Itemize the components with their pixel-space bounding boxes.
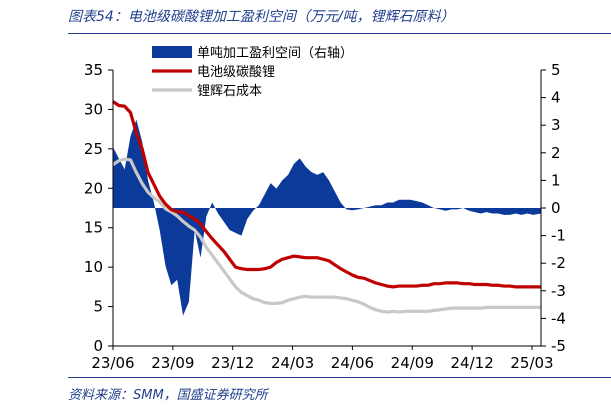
y-left-tick-label: 0	[93, 337, 103, 355]
y-right-tick-label: -3	[551, 282, 566, 300]
x-tick-label: 23/12	[211, 354, 254, 372]
y-left-tick-label: 15	[84, 219, 103, 237]
axis-layer: 0 5 10 15 20 25 30 35 -5 -4 -3 -2 -1 0 1 2 3 4 5 23/06 23/09…	[84, 61, 566, 372]
title-rule	[68, 33, 611, 34]
margin-area-layer	[113, 119, 541, 316]
x-tick-label: 24/03	[271, 354, 314, 372]
y-right-tick-label: 1	[551, 171, 561, 189]
legend-label: 电池级碳酸锂	[197, 65, 275, 80]
x-tick-label: 24/06	[331, 354, 374, 372]
x-tick-label: 24/09	[391, 354, 434, 372]
x-tick-label: 25/03	[510, 354, 553, 372]
y-left-tick-label: 25	[84, 140, 103, 158]
lithium-price-line	[112, 100, 541, 289]
y-right-tick-label: 5	[551, 61, 561, 79]
y-right-tick-label: 0	[551, 199, 561, 217]
legend-label: 单吨加工盈利空间（右轴）	[197, 46, 353, 61]
margin-area	[113, 119, 541, 316]
cost-line	[112, 157, 541, 314]
y-right-tick-label: -2	[551, 254, 566, 272]
y-left-tick-label: 35	[84, 61, 103, 79]
y-right-tick-label: -1	[551, 227, 566, 245]
x-tick-label: 24/12	[451, 354, 494, 372]
legend-label: 锂辉石成本	[197, 84, 262, 99]
legend-swatch-margin	[152, 46, 192, 58]
source-note: 资料来源：SMM，国盛证券研究所	[68, 388, 268, 403]
x-tick-label: 23/06	[91, 354, 134, 372]
y-right-tick-label: 4	[551, 89, 561, 107]
y-right-tick-label: -4	[551, 309, 566, 327]
y-left-tick-label: 5	[93, 298, 103, 316]
y-right-tick-label: 2	[551, 144, 561, 162]
y-left-tick-label: 30	[84, 100, 103, 118]
y-right-tick-label: -5	[551, 337, 566, 355]
chart-title: 图表54：电池级碳酸锂加工盈利空间（万元/吨，锂辉石原料）	[68, 9, 455, 25]
source-rule	[68, 377, 611, 378]
x-tick-label: 23/09	[151, 354, 194, 372]
y-left-tick-label: 10	[84, 258, 103, 276]
line-layer	[112, 100, 541, 314]
y-left-tick-label: 20	[84, 179, 103, 197]
y-right-tick-label: 3	[551, 116, 561, 134]
